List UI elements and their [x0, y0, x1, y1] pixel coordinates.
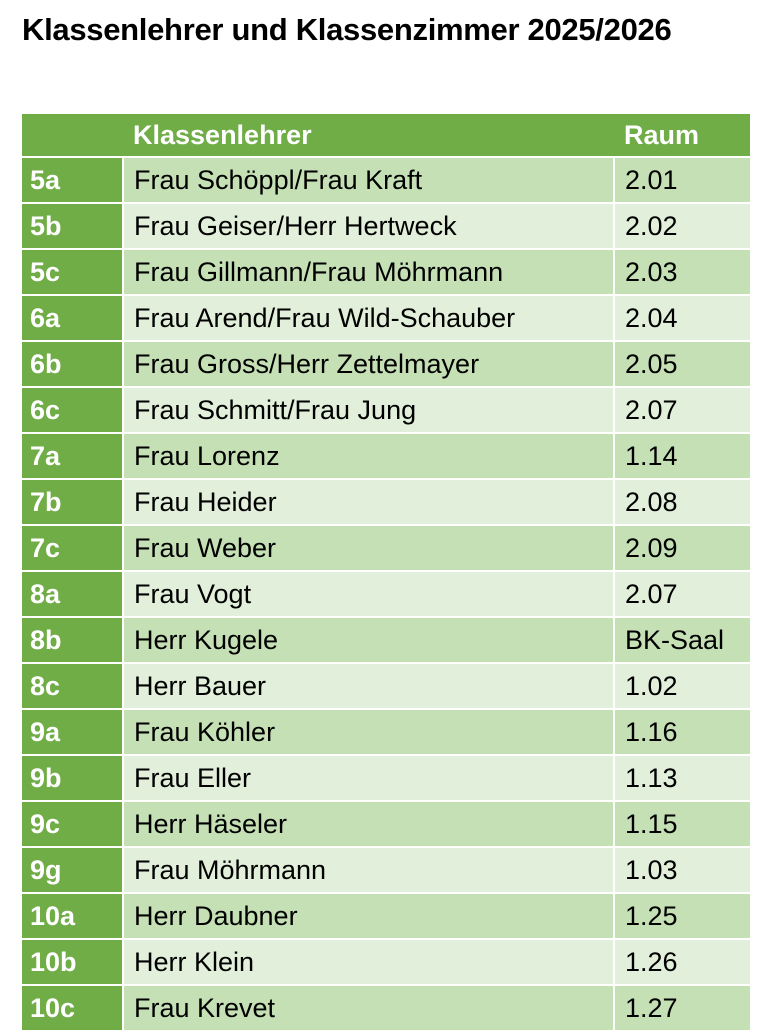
teacher-cell: Frau Gross/Herr Zettelmayer — [122, 340, 614, 387]
table-row: 6c Frau Schmitt/Frau Jung 2.07 — [22, 386, 750, 433]
room-cell: 2.04 — [613, 294, 750, 341]
room-cell: 1.14 — [613, 432, 750, 479]
table-row: 7b Frau Heider 2.08 — [22, 478, 750, 525]
table-row: 8c Herr Bauer 1.02 — [22, 662, 750, 709]
room-cell: 1.15 — [613, 800, 750, 847]
class-name-cell: 5a — [22, 156, 123, 203]
table-row: 9g Frau Möhrmann 1.03 — [22, 846, 750, 893]
header-class — [22, 114, 123, 157]
teacher-cell: Frau Geiser/Herr Hertweck — [122, 202, 614, 249]
teacher-cell: Herr Daubner — [122, 892, 614, 939]
class-name-cell: 5c — [22, 248, 123, 295]
class-name-cell: 10c — [22, 984, 123, 1030]
teacher-cell: Frau Krevet — [122, 984, 614, 1030]
teacher-cell: Frau Arend/Frau Wild-Schauber — [122, 294, 614, 341]
room-cell: 2.08 — [613, 478, 750, 525]
room-cell: 2.05 — [613, 340, 750, 387]
room-cell: 1.27 — [613, 984, 750, 1030]
teacher-cell: Frau Möhrmann — [122, 846, 614, 893]
table-row: 5b Frau Geiser/Herr Hertweck 2.02 — [22, 202, 750, 249]
room-cell: 2.02 — [613, 202, 750, 249]
teacher-cell: Frau Schmitt/Frau Jung — [122, 386, 614, 433]
header-teacher: Klassenlehrer — [123, 114, 614, 157]
class-name-cell: 6b — [22, 340, 123, 387]
room-cell: 2.07 — [613, 570, 750, 617]
teacher-cell: Frau Weber — [122, 524, 614, 571]
teacher-cell: Herr Bauer — [122, 662, 614, 709]
table-row: 8b Herr Kugele BK-Saal — [22, 616, 750, 663]
class-name-cell: 6a — [22, 294, 123, 341]
class-name-cell: 9b — [22, 754, 123, 801]
teacher-cell: Herr Klein — [122, 938, 614, 985]
table-row: 8a Frau Vogt 2.07 — [22, 570, 750, 617]
room-cell: 1.25 — [613, 892, 750, 939]
teacher-cell: Frau Gillmann/Frau Möhrmann — [122, 248, 614, 295]
room-cell: 1.13 — [613, 754, 750, 801]
room-cell: 2.03 — [613, 248, 750, 295]
class-name-cell: 8b — [22, 616, 123, 663]
room-cell: 2.07 — [613, 386, 750, 433]
class-name-cell: 10b — [22, 938, 123, 985]
table-body: 5a Frau Schöppl/Frau Kraft 2.01 5b Frau Geis… — [22, 156, 750, 1030]
room-cell: 1.26 — [613, 938, 750, 985]
class-name-cell: 8c — [22, 662, 123, 709]
class-name-cell: 5b — [22, 202, 123, 249]
room-cell: 1.03 — [613, 846, 750, 893]
teacher-cell: Frau Eller — [122, 754, 614, 801]
class-name-cell: 8a — [22, 570, 123, 617]
teacher-cell: Frau Lorenz — [122, 432, 614, 479]
table-row: 7a Frau Lorenz 1.14 — [22, 432, 750, 479]
table-header-row: Klassenlehrer Raum — [22, 114, 750, 157]
room-cell: BK-Saal — [613, 616, 750, 663]
table-row: 9a Frau Köhler 1.16 — [22, 708, 750, 755]
table-row: 5c Frau Gillmann/Frau Möhrmann 2.03 — [22, 248, 750, 295]
table-row: 10c Frau Krevet 1.27 — [22, 984, 750, 1030]
teacher-cell: Frau Heider — [122, 478, 614, 525]
room-cell: 2.09 — [613, 524, 750, 571]
table-row: 6a Frau Arend/Frau Wild-Schauber 2.04 — [22, 294, 750, 341]
table-row: 5a Frau Schöppl/Frau Kraft 2.01 — [22, 156, 750, 203]
teacher-cell: Herr Kugele — [122, 616, 614, 663]
teacher-cell: Frau Köhler — [122, 708, 614, 755]
header-room: Raum — [614, 114, 750, 157]
table-row: 10a Herr Daubner 1.25 — [22, 892, 750, 939]
class-name-cell: 9c — [22, 800, 123, 847]
teacher-cell: Frau Vogt — [122, 570, 614, 617]
class-teacher-table: Klassenlehrer Raum 5a Frau Schöppl/Frau K… — [22, 114, 750, 1030]
table-row: 7c Frau Weber 2.09 — [22, 524, 750, 571]
table-row: 6b Frau Gross/Herr Zettelmayer 2.05 — [22, 340, 750, 387]
class-name-cell: 9a — [22, 708, 123, 755]
class-name-cell: 6c — [22, 386, 123, 433]
room-cell: 1.16 — [613, 708, 750, 755]
table-row: 10b Herr Klein 1.26 — [22, 938, 750, 985]
room-cell: 2.01 — [613, 156, 750, 203]
class-name-cell: 10a — [22, 892, 123, 939]
table-row: 9c Herr Häseler 1.15 — [22, 800, 750, 847]
page-title: Klassenlehrer und Klassenzimmer 2025/202… — [22, 12, 672, 47]
teacher-cell: Herr Häseler — [122, 800, 614, 847]
teacher-cell: Frau Schöppl/Frau Kraft — [122, 156, 614, 203]
class-name-cell: 7c — [22, 524, 123, 571]
class-name-cell: 9g — [22, 846, 123, 893]
table-row: 9b Frau Eller 1.13 — [22, 754, 750, 801]
class-name-cell: 7b — [22, 478, 123, 525]
room-cell: 1.02 — [613, 662, 750, 709]
class-name-cell: 7a — [22, 432, 123, 479]
